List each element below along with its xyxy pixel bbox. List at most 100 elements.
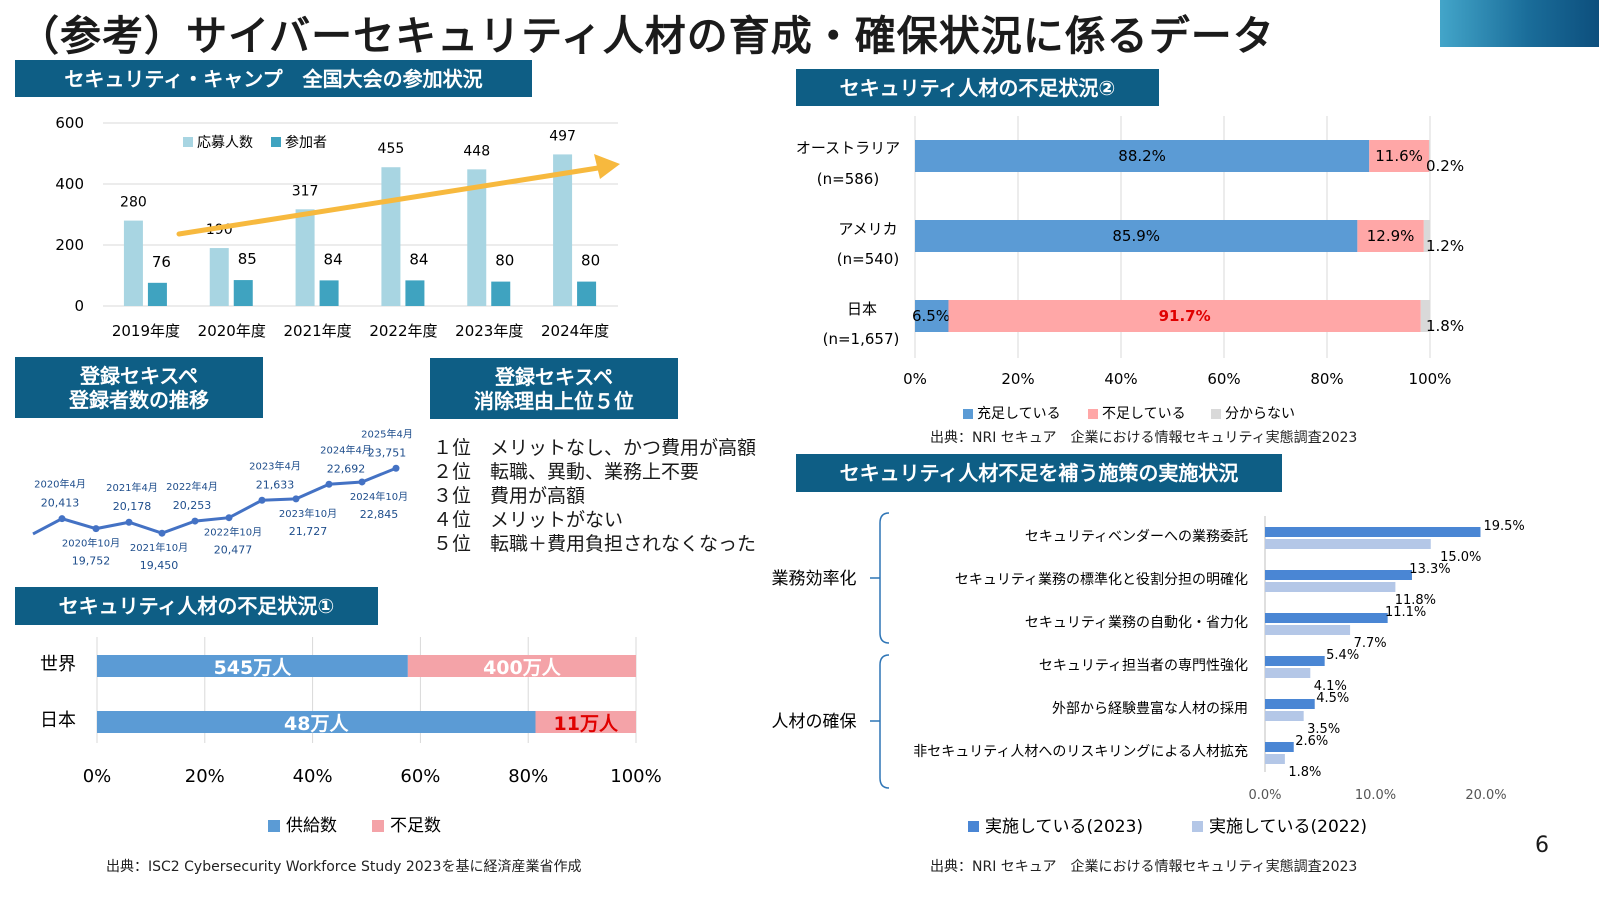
data-point bbox=[92, 525, 100, 533]
y-tick-label: 400 bbox=[55, 175, 84, 193]
group-bracket bbox=[879, 512, 890, 644]
section-shortage1-header: セキュリティ人材の不足状況① bbox=[15, 587, 378, 625]
y-tick-label: 0 bbox=[74, 297, 84, 315]
point-value: 20,253 bbox=[173, 499, 212, 512]
bar-segment bbox=[1369, 140, 1429, 172]
bar-segment bbox=[1428, 140, 1430, 172]
category-label: 非セキュリティ人材へのリスキリングによる人材拡充 bbox=[913, 744, 1248, 760]
bar bbox=[123, 220, 143, 306]
reason-item-2: ２位 転職、異動、業務上不要 bbox=[433, 461, 700, 483]
bar bbox=[405, 280, 425, 306]
legend-swatch bbox=[271, 137, 281, 147]
group-label: 業務効率化 bbox=[772, 569, 857, 589]
x-tick-label: 10.0% bbox=[1355, 788, 1396, 803]
bar-segment bbox=[915, 300, 949, 332]
bar bbox=[1265, 613, 1388, 623]
bar bbox=[467, 169, 487, 306]
point-value: 20,178 bbox=[113, 500, 152, 513]
legend-swatch bbox=[268, 820, 280, 832]
bar-segment bbox=[97, 711, 536, 733]
bar bbox=[233, 280, 253, 306]
bar bbox=[1265, 582, 1396, 592]
category-note: (n=586) bbox=[817, 170, 879, 188]
point-date: 2024年10月 bbox=[350, 490, 408, 503]
data-point bbox=[325, 480, 333, 488]
bar bbox=[577, 281, 597, 306]
category-label: セキュリティ業務の自動化・省力化 bbox=[1025, 615, 1248, 631]
bar bbox=[491, 281, 511, 306]
point-value: 22,845 bbox=[360, 508, 399, 521]
data-point bbox=[292, 495, 300, 503]
x-tick-label: 80% bbox=[1310, 370, 1343, 388]
reason-item-5: ５位 転職＋費用負担されなくなった bbox=[433, 533, 757, 555]
data-label: 84 bbox=[409, 250, 428, 268]
data-label: 7.7% bbox=[1354, 636, 1387, 651]
category-label: アメリカ bbox=[838, 220, 897, 238]
data-label: 280 bbox=[120, 195, 147, 211]
legend-swatch bbox=[183, 137, 193, 147]
category-label: セキュリティ担当者の専門性強化 bbox=[1039, 658, 1248, 674]
reason-item-4: ４位 メリットがない bbox=[433, 509, 624, 531]
point-date: 2020年10月 bbox=[62, 537, 120, 550]
data-label: 15.0% bbox=[1440, 550, 1481, 565]
x-tick-label: 20% bbox=[1001, 370, 1034, 388]
legend-label: 応募人数 bbox=[197, 135, 253, 151]
bar-segment bbox=[948, 300, 1421, 332]
line-series bbox=[32, 466, 397, 536]
data-point bbox=[258, 496, 266, 504]
x-tick-label: 40% bbox=[293, 766, 333, 787]
bar bbox=[1265, 570, 1412, 580]
point-date: 2023年4月 bbox=[249, 459, 301, 472]
category-label: 外部から経験豊富な人材の採用 bbox=[1052, 700, 1248, 717]
point-value: 21,633 bbox=[256, 478, 295, 491]
group-label: 人材の確保 bbox=[772, 712, 857, 732]
bar bbox=[209, 248, 229, 306]
data-point bbox=[358, 478, 366, 486]
point-value: 19,752 bbox=[72, 555, 111, 568]
x-tick-label: 0.0% bbox=[1248, 788, 1281, 803]
category-label: セキュリティ業務の標準化と役割分担の明確化 bbox=[955, 571, 1248, 588]
point-date: 2022年10月 bbox=[204, 526, 262, 539]
point-value: 21,727 bbox=[289, 525, 328, 538]
data-label: 80 bbox=[581, 252, 600, 270]
category-note: (n=1,657) bbox=[823, 330, 900, 348]
data-label: 2.6% bbox=[1295, 734, 1328, 749]
legend-swatch bbox=[968, 821, 979, 832]
bar-label: 12.9% bbox=[1367, 227, 1415, 245]
bar-label: 1.8% bbox=[1426, 317, 1464, 335]
bar-label: 1.2% bbox=[1426, 237, 1464, 255]
point-date: 2024年4月 bbox=[320, 443, 372, 456]
data-label: 497 bbox=[549, 128, 576, 144]
x-tick-label: 0% bbox=[83, 766, 112, 787]
x-tick-label: 100% bbox=[1409, 370, 1452, 388]
bar bbox=[553, 154, 573, 306]
x-tick-label: 60% bbox=[1207, 370, 1240, 388]
bar-label: 0.2% bbox=[1426, 157, 1464, 175]
data-label: 85 bbox=[238, 250, 257, 268]
x-tick-label: 20.0% bbox=[1465, 788, 1506, 803]
bar bbox=[1265, 754, 1285, 764]
source-shortage2: 出典：NRI セキュア 企業における情報セキュリティ実態調査2023 bbox=[930, 430, 1358, 446]
legend-swatch bbox=[963, 409, 973, 419]
x-tick-label: 40% bbox=[1104, 370, 1137, 388]
x-tick-label: 80% bbox=[508, 766, 548, 787]
bar-label: 11万人 bbox=[554, 713, 619, 735]
legend-label: 不足数 bbox=[390, 816, 441, 836]
bar-label: 48万人 bbox=[284, 713, 349, 735]
bar-segment bbox=[97, 655, 408, 677]
bar-label: 6.5% bbox=[912, 307, 950, 325]
bar-label: 85.9% bbox=[1112, 227, 1160, 245]
x-tick-label: 2020年度 bbox=[198, 322, 266, 340]
bar bbox=[1265, 539, 1431, 549]
x-tick-label: 2021年度 bbox=[283, 322, 351, 340]
point-value: 23,751 bbox=[368, 446, 407, 459]
reasons-list: １位 メリットなし、かつ費用が高額 ２位 転職、異動、業務上不要 ３位 費用が高… bbox=[433, 433, 757, 555]
data-label: 19.5% bbox=[1483, 519, 1524, 534]
data-point bbox=[225, 514, 233, 522]
bar-label: 91.7% bbox=[1159, 307, 1211, 325]
section-shortage2-header: セキュリティ人材の不足状況② bbox=[796, 69, 1159, 106]
group-bracket bbox=[879, 654, 890, 789]
bar-label: 11.6% bbox=[1375, 147, 1423, 165]
reason-item-1: １位 メリットなし、かつ費用が高額 bbox=[433, 437, 757, 459]
bar-segment bbox=[407, 655, 636, 677]
